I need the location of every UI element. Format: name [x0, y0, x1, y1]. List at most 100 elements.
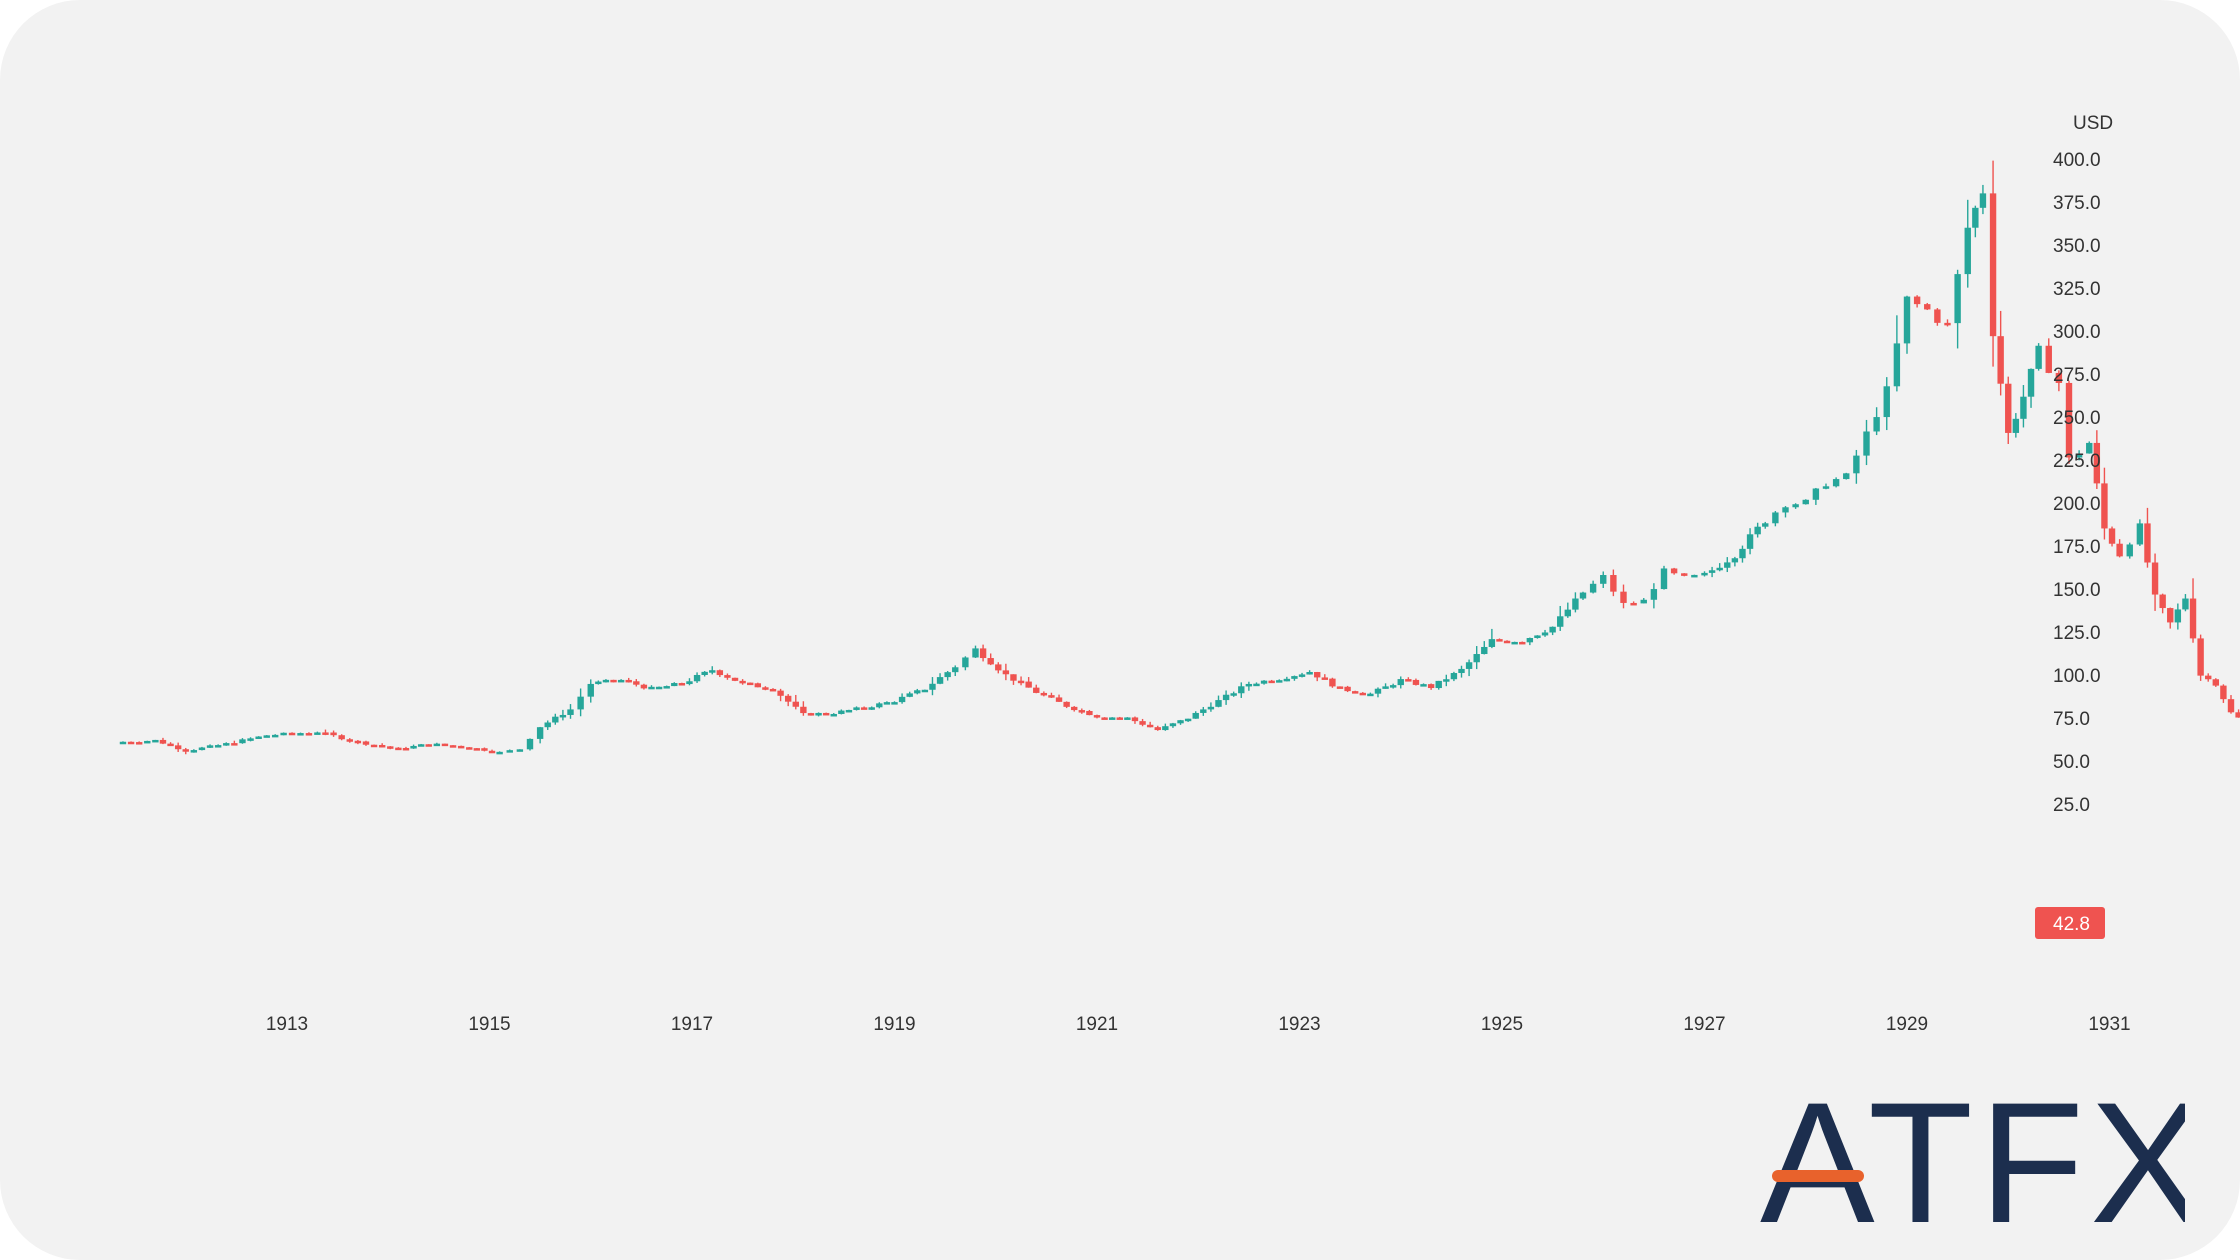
candle-body	[1934, 309, 1941, 323]
candle-body	[815, 712, 822, 716]
candle-body	[1989, 193, 1997, 337]
candle-body	[1184, 718, 1192, 722]
y-tick-label: 25.0	[2053, 795, 2090, 816]
x-tick-label: 1915	[468, 1014, 510, 1035]
candle-body	[441, 743, 449, 747]
candle-body	[1701, 572, 1708, 576]
candle-body	[1893, 343, 1901, 387]
candle-body	[2167, 608, 2174, 623]
candle-body	[1071, 706, 1078, 711]
candle-body	[762, 687, 769, 690]
candle-body	[1412, 679, 1420, 685]
candle-body	[1458, 668, 1465, 674]
candle-body	[1772, 512, 1779, 524]
candle-body	[1374, 688, 1382, 694]
candle-body	[1630, 602, 1637, 606]
candle-body	[2235, 712, 2240, 718]
candle-body	[2020, 396, 2027, 419]
candle-body	[1944, 322, 1951, 326]
candle-body	[1405, 679, 1412, 682]
candle-body	[2005, 383, 2012, 433]
candle-body	[1853, 455, 1860, 474]
candle-body	[1716, 567, 1723, 571]
candle-body	[1162, 726, 1169, 731]
candle-body	[838, 710, 845, 714]
candle-body	[1822, 486, 1830, 489]
candle-body	[2012, 418, 2020, 433]
candle-body	[119, 741, 127, 745]
candle-body	[1691, 574, 1698, 578]
candle-body	[536, 727, 544, 739]
candle-body	[2035, 345, 2042, 369]
candle-body	[1873, 417, 1880, 432]
candle-body	[1681, 573, 1688, 576]
candle-body	[174, 745, 182, 750]
candle-body	[1382, 686, 1389, 689]
candle-body	[1954, 274, 1961, 324]
candle-body	[2136, 523, 2144, 545]
candle-body	[2220, 685, 2227, 700]
y-tick-label: 100.0	[2053, 666, 2101, 687]
candle-body	[402, 747, 410, 751]
candle-body	[288, 732, 296, 736]
candle-body	[701, 671, 708, 675]
candle-body	[1177, 720, 1184, 724]
candle-body	[127, 741, 135, 745]
candle-body	[617, 679, 625, 683]
candle-body	[338, 735, 345, 740]
candle-body	[671, 683, 678, 687]
candle-body	[1321, 677, 1329, 680]
atfx-logo: ATFX	[1760, 1085, 2185, 1230]
candle-body	[1336, 686, 1344, 689]
candle-body	[1782, 507, 1789, 513]
candle-body	[1473, 654, 1480, 663]
candle-body	[1708, 570, 1716, 573]
candle-body	[655, 686, 663, 690]
candle-body	[693, 674, 701, 682]
candle-body	[1792, 504, 1799, 508]
x-tick-label: 1925	[1481, 1014, 1523, 1035]
candle-body	[473, 748, 481, 751]
candle-body	[987, 658, 994, 665]
candle-body	[1579, 592, 1587, 599]
candle-body	[1207, 706, 1215, 710]
candle-body	[929, 683, 936, 690]
candle-body	[944, 672, 951, 678]
candle-body	[891, 702, 898, 705]
candle-body	[1367, 693, 1374, 697]
candle-body	[1268, 680, 1275, 684]
candle-body	[1620, 591, 1627, 603]
candle-body	[314, 732, 321, 735]
candle-body	[231, 743, 238, 746]
candle-body	[2144, 523, 2151, 563]
candle-body	[167, 743, 174, 747]
candle-body	[610, 679, 617, 683]
y-tick-label: 150.0	[2053, 580, 2101, 601]
candle-body	[898, 696, 906, 703]
candle-body	[395, 747, 402, 751]
candle-body	[1230, 693, 1237, 696]
candle-body	[625, 679, 632, 683]
candle-body	[1519, 641, 1526, 645]
candle-body	[1245, 683, 1253, 687]
candle-body	[1086, 711, 1093, 716]
candle-body	[1564, 609, 1572, 617]
candle-body	[1503, 640, 1511, 644]
candle-body	[1306, 672, 1313, 675]
candle-body	[354, 740, 362, 744]
candle-body	[1025, 681, 1032, 688]
candle-body	[1640, 599, 1647, 604]
candle-body	[2045, 345, 2052, 373]
candle-body	[2065, 382, 2073, 458]
candle-body	[602, 679, 610, 683]
y-tick-label: 375.0	[2053, 193, 2101, 214]
candle-body	[223, 743, 230, 746]
candle-body	[860, 707, 868, 710]
candle-body	[1511, 641, 1518, 645]
candle-body	[754, 683, 762, 688]
candle-body	[1610, 575, 1617, 592]
candle-body	[1762, 523, 1769, 527]
candle-body	[853, 707, 860, 710]
candle-body	[1496, 639, 1503, 642]
